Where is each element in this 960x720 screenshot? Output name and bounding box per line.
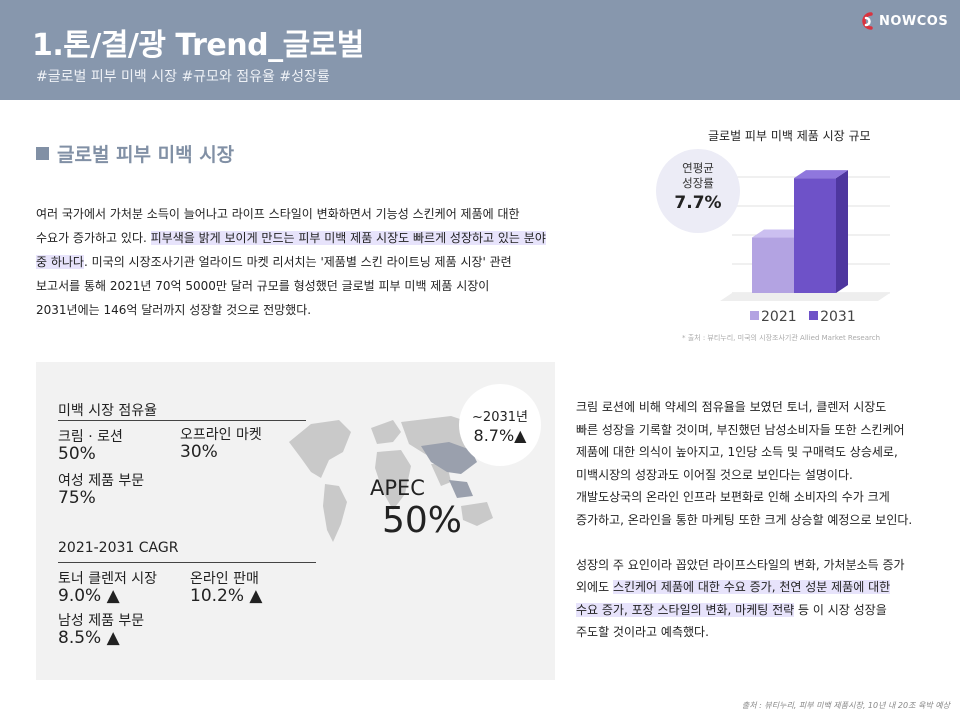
intro-line: 중 하나다. 미국의 시장조사기관 얼라이드 마켓 리서치는 '제품별 스킨 라…	[36, 250, 606, 274]
highlight-text: 수요 증가, 포장 스타일의 변화, 마케팅 전략	[576, 602, 795, 617]
intro-line: 수요가 증가하고 있다. 피부색을 밝게 보이게 만드는 피부 미백 제품 시장…	[36, 226, 606, 250]
section-heading: 글로벌 피부 미백 시장	[36, 140, 234, 167]
intro-paragraph: 여러 국가에서 가처분 소득이 늘어나고 라이프 스타일이 변화하면서 기능성 …	[36, 202, 606, 322]
body-line: 증가하고, 온라인을 통한 마케팅 또한 크게 상승할 예정으로 보인다.	[576, 512, 913, 527]
body-line: 외에도 스킨케어 제품에 대한 수요 증가, 천연 성분 제품에 대한	[576, 576, 946, 599]
cagr-circle-label: 연평균 성장률	[656, 161, 740, 191]
divider	[58, 420, 306, 421]
intro-line: 여러 국가에서 가처분 소득이 늘어나고 라이프 스타일이 변화하면서 기능성 …	[36, 207, 520, 221]
legend-swatch	[809, 311, 819, 320]
bar-top-2021	[752, 229, 806, 238]
body-line: 제품에 대한 의식이 높아지고, 1인당 소득 및 구매력도 상승세로,	[576, 445, 898, 459]
body-paragraph: 크림 로션에 비해 약세의 점유율을 보였던 토너, 클렌저 시장도 빠른 성장…	[576, 396, 946, 644]
forecast-bubble: ~2031년 8.7%▲	[459, 384, 541, 466]
header-bar: 1.톤/결/광 Trend_글로벌 #글로벌 피부 미백 시장 #규모와 점유율…	[0, 0, 960, 100]
online-value: 10.2% ▲	[190, 586, 263, 606]
divider	[58, 562, 316, 563]
body-line: 성장의 주 요인이라 꼽았던 라이프스타일의 변화, 가처분소득 증가	[576, 557, 905, 572]
female-label: 여성 제품 부문	[58, 473, 145, 489]
bar-chart-svg	[720, 170, 890, 301]
body-line: 미백시장의 성장과도 이어질 것으로 보인다는 설명이다.	[576, 467, 853, 482]
chart-floor	[720, 293, 890, 301]
legend-swatch	[750, 311, 759, 320]
bar-top-2031	[794, 170, 848, 179]
bar-2031	[794, 178, 836, 293]
bar-side-2031	[836, 170, 848, 293]
cagr-label-line: 성장률	[682, 176, 714, 190]
world-map-icon	[289, 416, 493, 542]
toner-value: 9.0% ▲	[58, 586, 120, 606]
cagr-title: 2021-2031 CAGR	[58, 540, 179, 556]
chart-source: * 출처 : 뷰티누리, 미국의 시장조사기관 Allied Market Re…	[682, 334, 881, 342]
highlight-text: 스킨케어 제품에 대한 수요 증가, 천연 성분 제품에 대한	[612, 580, 891, 594]
body-line: 수요 증가, 포장 스타일의 변화, 마케팅 전략 등 이 시장 성장을	[576, 599, 946, 622]
online-label: 온라인 판매	[190, 571, 259, 587]
toner-label: 토너 클렌저 시장	[58, 571, 158, 587]
legend-item: 2021	[750, 309, 797, 325]
intro-line: 2031년에는 146억 달러까지 성장할 것으로 전망했다.	[36, 303, 312, 317]
body-line: 빠른 성장을 기록할 것이며, 부진했던 남성소비자들 또한 스킨케어	[576, 422, 905, 437]
cagr-label-line: 연평균	[682, 161, 714, 175]
chart-title: 글로벌 피부 미백 제품 시장 규모	[708, 129, 871, 143]
forecast-label: ~2031년	[472, 410, 528, 425]
body-line: 개발도상국의 온라인 인프라 보편화로 인해 소비자의 수가 크게	[576, 490, 890, 504]
body-text: 등 이 시장 성장을	[794, 602, 887, 617]
cagr-circle: 연평균 성장률 7.7%	[656, 149, 740, 233]
chart-legend: 2021 2031	[750, 309, 864, 325]
intro-text: . 미국의 시장조사기관 얼라이드 마켓 리서치는 '제품별 스킨 라이트닝 제…	[83, 255, 512, 269]
bar-2021	[752, 237, 794, 293]
page-title: 1.톤/결/광 Trend_글로벌	[32, 28, 364, 63]
female-value: 75%	[58, 488, 96, 508]
market-share-panel: ~2031년 8.7%▲ APEC 50% 미백 시장 점유율 크림 · 로션 …	[36, 362, 555, 680]
offline-label: 오프라인 마켓	[180, 427, 262, 443]
share-title: 미백 시장 점유율	[58, 403, 158, 419]
male-label: 남성 제품 부문	[58, 613, 145, 629]
male-value: 8.5% ▲	[58, 628, 120, 648]
page-subtitle: #글로벌 피부 미백 시장 #규모와 점유율 #성장률	[36, 69, 330, 85]
legend-label: 2031	[820, 309, 856, 325]
footer-source: 출처 : 뷰티누리, 피부 미백 제품시장, 10년 내 20조 육박 예상	[741, 701, 950, 710]
intro-line: 보고서를 통해 2021년 70억 5000만 달러 규모를 형성했던 글로벌 …	[36, 279, 490, 293]
body-line: 크림 로션에 비해 약세의 점유율을 보였던 토너, 클렌저 시장도	[576, 400, 887, 414]
cream-label: 크림 · 로션	[58, 429, 123, 445]
apec-label: APEC	[370, 476, 425, 500]
highlight-text: 중 하나다	[36, 255, 84, 269]
apec-value: 50%	[382, 500, 463, 541]
intro-text: 수요가 증가하고 있다.	[36, 231, 151, 245]
brand-logo: NOWCOS	[857, 10, 952, 32]
highlight-text: 피부색을 밝게 보이게 만드는 피부 미백 제품 시장도 빠르게 성장하고 있는…	[150, 231, 546, 245]
cream-value: 50%	[58, 444, 96, 464]
logo-text: NOWCOS	[879, 14, 949, 29]
body-text: 외에도	[576, 580, 613, 594]
forecast-value: 8.7%▲	[473, 426, 527, 445]
legend-item: 2031	[809, 309, 856, 325]
offline-value: 30%	[180, 442, 218, 462]
body-line: 주도할 것이라고 예측했다.	[576, 625, 709, 639]
blank-line	[576, 531, 946, 554]
nowcos-logo-icon	[862, 12, 873, 30]
section-heading-text: 글로벌 피부 미백 시장	[57, 144, 235, 166]
legend-label: 2021	[761, 309, 797, 325]
cagr-circle-value: 7.7%	[674, 193, 722, 213]
square-bullet-icon	[36, 147, 49, 160]
market-size-chart: 글로벌 피부 미백 제품 시장 규모 연평균 성장률 7.7% 2021 2031…	[640, 125, 940, 345]
